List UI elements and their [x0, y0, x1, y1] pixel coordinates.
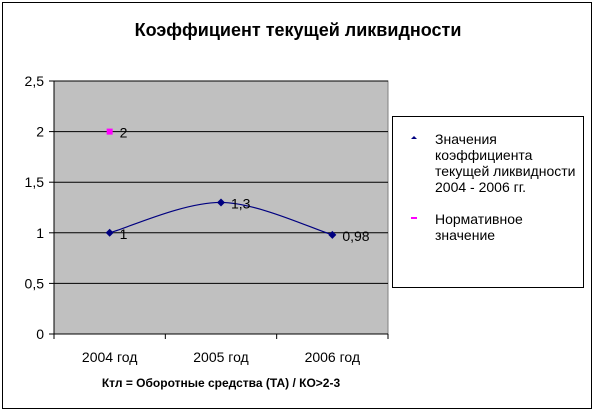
series-1-point — [328, 230, 337, 239]
series-2-data-label: 2 — [120, 125, 128, 141]
y-tick-label: 2 — [36, 124, 44, 140]
series-1-data-label: 0,98 — [342, 228, 369, 244]
x-axis-label: Ктл = Оборотные средства (ТА) / КО>2-3 — [101, 376, 341, 390]
y-tick-label: 2,5 — [25, 73, 45, 89]
legend-marker-square-icon — [411, 217, 417, 219]
legend-marker-diamond-icon — [411, 136, 417, 139]
series-1-data-label: 1 — [120, 226, 128, 242]
y-tick-label: 1,5 — [25, 174, 45, 190]
x-tick-label: 2006 год — [305, 349, 360, 365]
series-1-point — [217, 198, 225, 207]
x-tick-label: 2005 год — [193, 349, 248, 365]
y-tick-label: 0 — [36, 326, 44, 342]
series-1-point — [105, 228, 114, 237]
y-tick-label: 1 — [36, 225, 44, 241]
legend-label-series-1: Значения коэффициента текущей ликвидност… — [435, 131, 576, 195]
legend-label-series-2: Нормативное значение — [435, 211, 523, 243]
chart-title: Коэффициент текущей ликвидности — [134, 20, 462, 40]
plot-area — [53, 80, 389, 335]
y-tick-label: 0,5 — [25, 275, 45, 291]
series-2-point — [106, 128, 113, 135]
series-1-data-label: 1,3 — [231, 195, 251, 211]
legend: Значения коэффициента текущей ликвидност… — [392, 116, 584, 288]
x-tick-label: 2004 год — [82, 349, 137, 365]
